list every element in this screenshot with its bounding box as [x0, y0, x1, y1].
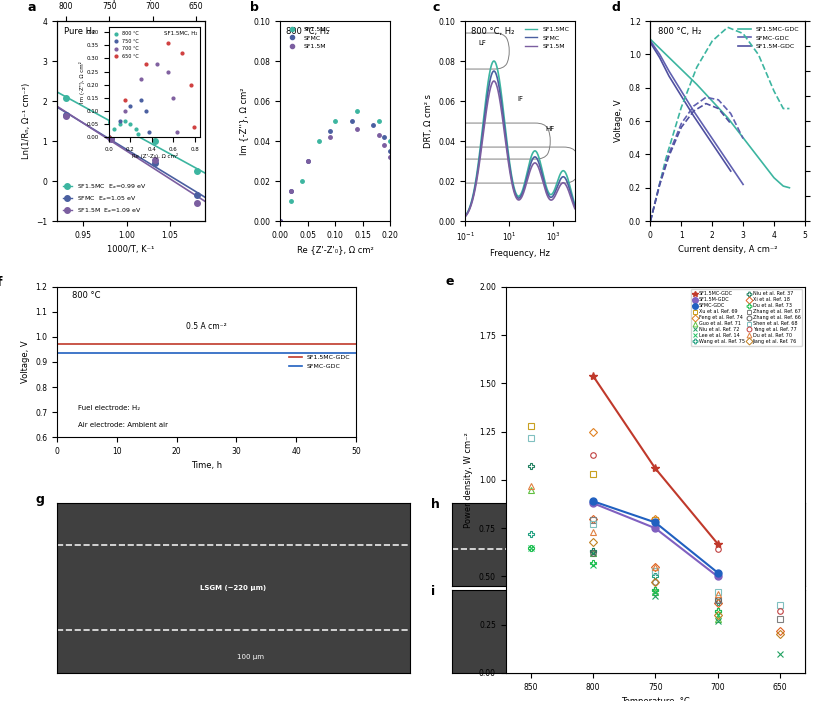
Text: SF1.5MC-GDC: SF1.5MC-GDC: [602, 629, 655, 634]
Y-axis label: Im {-Z''}, Ω cm²: Im {-Z''}, Ω cm²: [239, 88, 248, 155]
X-axis label: 1000/T, K⁻¹: 1000/T, K⁻¹: [107, 245, 154, 254]
Text: h: h: [431, 498, 440, 511]
Text: g: g: [36, 493, 45, 505]
Text: c: c: [433, 1, 440, 14]
Text: d: d: [612, 1, 620, 14]
SF1.5MC-GDC: [172, 340, 181, 348]
SFMC-GDC: [232, 349, 241, 358]
SFMC-GDC: [172, 349, 181, 358]
SF1.5MC-GDC: [82, 340, 92, 348]
SFMC-GDC: [141, 349, 151, 358]
X-axis label: Temperature, °C: Temperature, °C: [621, 697, 689, 701]
X-axis label: Time, h: Time, h: [191, 461, 222, 470]
SFMC-GDC: [291, 349, 301, 358]
Y-axis label: Power density, W cm⁻²: Power density, W cm⁻²: [464, 432, 473, 528]
SFMC-GDC: [202, 349, 211, 358]
Text: 0.5 A cm⁻²: 0.5 A cm⁻²: [186, 322, 227, 331]
Text: Fuel electrode
Electrolyte: Fuel electrode Electrolyte: [600, 538, 657, 551]
Legend: SF1.5MC, SFMC, SF1.5M: SF1.5MC, SFMC, SF1.5M: [284, 24, 333, 52]
Text: 800 °C, H₂: 800 °C, H₂: [286, 27, 329, 36]
SF1.5MC-GDC: [291, 340, 301, 348]
Text: LSGM (~220 μm): LSGM (~220 μm): [200, 585, 267, 591]
Text: LF: LF: [479, 40, 486, 46]
Legend: SF1.5MC  E$_a$=0.99 eV, SFMC  E$_a$=1.05 eV, SF1.5M  E$_a$=1.09 eV: SF1.5MC E$_a$=0.99 eV, SFMC E$_a$=1.05 e…: [60, 180, 149, 218]
Text: b: b: [250, 1, 259, 14]
SF1.5MC-GDC: [52, 340, 62, 348]
Y-axis label: Voltage, V: Voltage, V: [614, 100, 623, 142]
SFMC-GDC: [82, 349, 92, 358]
Text: 800 °C, H₂: 800 °C, H₂: [659, 27, 702, 36]
SF1.5MC-GDC: [262, 340, 272, 348]
X-axis label: Current density, A cm⁻²: Current density, A cm⁻²: [678, 245, 777, 254]
SF1.5MC-GDC: [112, 340, 122, 348]
SFMC-GDC: [321, 349, 331, 358]
Text: 100 μm: 100 μm: [237, 654, 264, 660]
Y-axis label: Voltage, V: Voltage, V: [20, 341, 29, 383]
SF1.5MC-GDC: [321, 340, 331, 348]
Legend: SF1.5MC-GDC, SFMC-GDC, SF1.5M-GDC: SF1.5MC-GDC, SFMC-GDC, SF1.5M-GDC: [736, 24, 802, 52]
Text: 800 °C, H₂: 800 °C, H₂: [471, 27, 515, 36]
Text: Air electrode: Ambient air: Air electrode: Ambient air: [78, 421, 167, 428]
Y-axis label: Ln(1/Rₙ, Ω⁻¹ cm⁻²): Ln(1/Rₙ, Ω⁻¹ cm⁻²): [21, 83, 31, 159]
X-axis label: Re {Z'-Z'₀}, Ω cm²: Re {Z'-Z'₀}, Ω cm²: [297, 245, 373, 254]
SFMC-GDC: [52, 349, 62, 358]
SF1.5MC-GDC: [202, 340, 211, 348]
Text: 10 μm: 10 μm: [690, 536, 708, 541]
SF1.5MC-GDC: [141, 340, 151, 348]
SFMC-GDC: [351, 349, 361, 358]
Legend: SF1.5MC, SFMC, SF1.5M: SF1.5MC, SFMC, SF1.5M: [522, 24, 572, 52]
SFMC-GDC: [112, 349, 122, 358]
Legend: SF1.5MC-GDC, SF1.5M-GDC, SFMC-GDC, Xu et al. Ref. 69, Feng et al. Ref. 74, Guo e: SF1.5MC-GDC, SF1.5M-GDC, SFMC-GDC, Xu et…: [690, 290, 802, 346]
Text: i: i: [431, 585, 435, 598]
Text: Pure H₂: Pure H₂: [64, 27, 96, 36]
SFMC-GDC: [262, 349, 272, 358]
Text: Fuel electrode: H₂: Fuel electrode: H₂: [78, 405, 140, 411]
Legend: SF1.5MC-GDC, SFMC-GDC: SF1.5MC-GDC, SFMC-GDC: [287, 353, 353, 372]
Text: IF: IF: [517, 96, 523, 102]
Text: 800 °C: 800 °C: [72, 292, 100, 301]
SF1.5MC-GDC: [351, 340, 361, 348]
Y-axis label: DRT, Ω cm² s: DRT, Ω cm² s: [424, 94, 433, 148]
Text: 500 nm: 500 nm: [653, 662, 674, 667]
X-axis label: Frequency, Hz: Frequency, Hz: [490, 249, 550, 258]
SF1.5MC-GDC: [232, 340, 241, 348]
X-axis label: Temperature, °C: Temperature, °C: [97, 0, 165, 1]
Text: a: a: [28, 1, 36, 14]
Text: f: f: [0, 276, 2, 290]
Text: e: e: [446, 275, 454, 288]
Text: HF: HF: [546, 126, 554, 132]
